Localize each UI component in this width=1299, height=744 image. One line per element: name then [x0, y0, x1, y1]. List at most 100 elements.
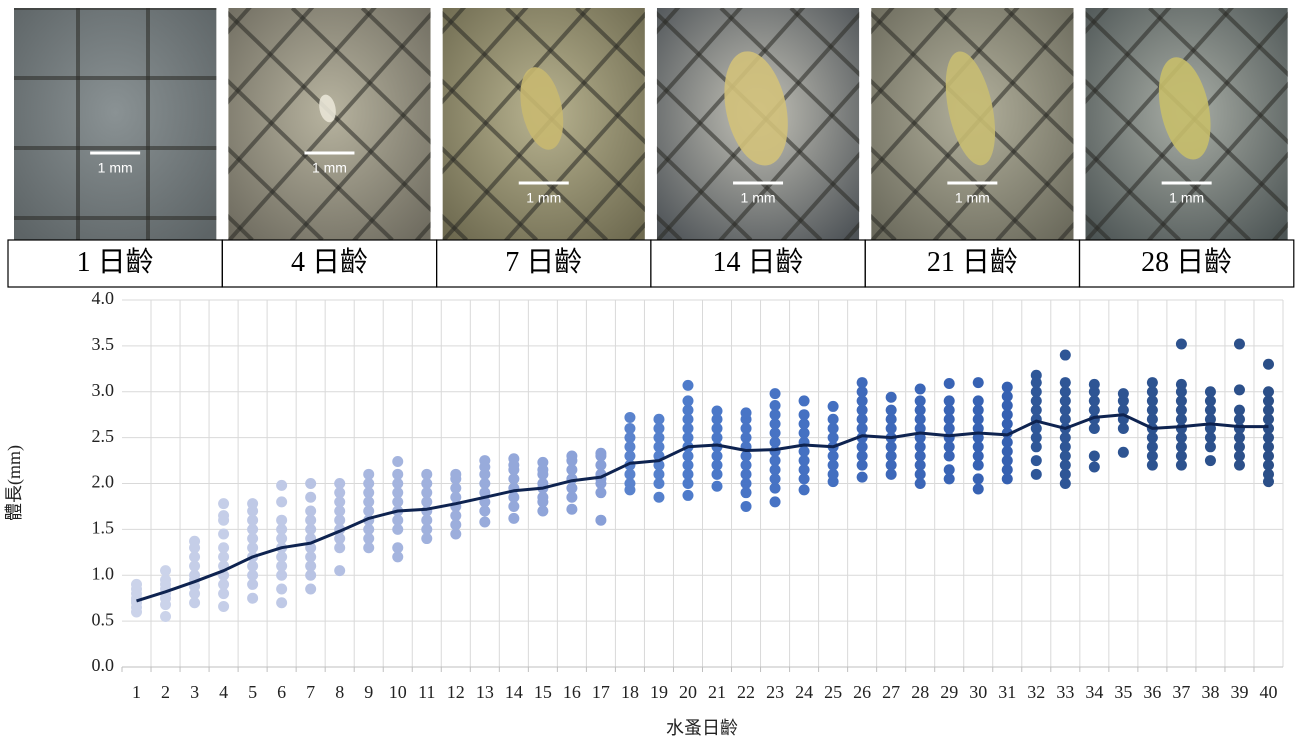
data-point	[1060, 377, 1071, 388]
data-point	[1031, 370, 1042, 381]
data-point	[1031, 455, 1042, 466]
x-tick-label: 14	[505, 682, 523, 702]
y-tick-label: 2.5	[92, 426, 115, 446]
caption: 1 日齡	[77, 246, 154, 278]
data-point	[1031, 469, 1042, 480]
x-tick-label: 35	[1114, 682, 1132, 702]
x-tick-label: 11	[418, 682, 435, 702]
scale-label: 1 mm	[1169, 190, 1204, 206]
data-point	[218, 528, 229, 539]
data-point	[886, 392, 897, 403]
scale-label: 1 mm	[98, 160, 133, 176]
x-tick-label: 17	[592, 682, 610, 702]
data-point	[624, 423, 635, 434]
grid-wire	[865, 358, 1079, 598]
data-point	[218, 601, 229, 612]
data-point	[1060, 350, 1071, 361]
x-tick-label: 2	[161, 682, 170, 702]
data-point	[973, 473, 984, 484]
x-tick-label: 36	[1143, 682, 1161, 702]
y-tick-label: 2.0	[92, 472, 115, 492]
data-point	[1263, 359, 1274, 370]
data-point	[741, 407, 752, 418]
data-point	[218, 498, 229, 509]
data-point	[1205, 386, 1216, 397]
data-point	[392, 542, 403, 553]
y-tick-label: 3.0	[92, 380, 115, 400]
data-point	[247, 593, 258, 604]
data-point	[741, 501, 752, 512]
x-tick-label: 3	[190, 682, 199, 702]
y-tick-label: 0.5	[92, 609, 115, 629]
data-point	[276, 597, 287, 608]
x-tick-label: 29	[940, 682, 958, 702]
x-tick-label: 22	[737, 682, 755, 702]
data-point	[595, 448, 606, 459]
data-point	[595, 515, 606, 526]
x-tick-label: 23	[766, 682, 784, 702]
data-point	[276, 480, 287, 491]
x-tick-label: 19	[650, 682, 668, 702]
data-point	[944, 464, 955, 475]
data-point	[1002, 382, 1013, 393]
data-point	[1176, 379, 1187, 390]
data-point	[218, 542, 229, 553]
x-tick-label: 24	[795, 682, 813, 702]
data-point	[479, 455, 490, 466]
data-point	[392, 456, 403, 467]
x-tick-label: 21	[708, 682, 726, 702]
data-point	[944, 395, 955, 406]
y-tick-label: 4.0	[92, 288, 115, 308]
caption: 7 日齡	[505, 246, 582, 278]
x-tick-label: 1	[132, 682, 141, 702]
data-point	[770, 400, 781, 411]
grid-wire	[1080, 288, 1294, 528]
scale-label: 1 mm	[741, 190, 776, 206]
data-point	[218, 510, 229, 521]
scale-label: 1 mm	[312, 160, 347, 176]
x-tick-label: 27	[882, 682, 900, 702]
data-point	[276, 584, 287, 595]
data-point	[276, 515, 287, 526]
data-point	[1234, 384, 1245, 395]
data-point	[276, 496, 287, 507]
data-point	[915, 395, 926, 406]
figure: 體長(mm) 水蚤日齡 1 mm1 日齡1 mm4 日齡1 mm7 日齡1 mm…	[0, 0, 1299, 744]
data-point	[712, 481, 723, 492]
x-tick-label: 16	[563, 682, 581, 702]
y-tick-label: 3.5	[92, 334, 115, 354]
data-point	[450, 469, 461, 480]
scale-label: 1 mm	[526, 190, 561, 206]
data-point	[334, 565, 345, 576]
x-tick-label: 37	[1172, 682, 1190, 702]
data-point	[799, 409, 810, 420]
data-point	[712, 406, 723, 417]
data-point	[508, 453, 519, 464]
data-point	[682, 395, 693, 406]
x-tick-label: 13	[476, 682, 494, 702]
x-tick-label: 18	[621, 682, 639, 702]
x-tick-label: 12	[447, 682, 465, 702]
data-point	[566, 504, 577, 515]
grid-wire	[1080, 358, 1294, 598]
data-point	[537, 457, 548, 468]
data-point	[305, 584, 316, 595]
data-point	[1234, 339, 1245, 350]
x-tick-label: 20	[679, 682, 697, 702]
data-point	[160, 565, 171, 576]
x-tick-label: 9	[364, 682, 373, 702]
caption: 4 日齡	[291, 246, 368, 278]
data-point	[1089, 450, 1100, 461]
y-tick-label: 1.5	[92, 518, 115, 538]
data-point	[653, 492, 664, 503]
data-point	[479, 517, 490, 528]
data-point	[247, 498, 258, 509]
caption: 21 日齡	[927, 246, 1018, 278]
grid-wire	[222, 288, 436, 528]
data-point	[421, 469, 432, 480]
data-point	[857, 377, 868, 388]
x-tick-label: 26	[853, 682, 871, 702]
y-axis-label: 體長(mm)	[4, 445, 25, 521]
x-tick-label: 10	[389, 682, 407, 702]
x-tick-label: 7	[306, 682, 315, 702]
